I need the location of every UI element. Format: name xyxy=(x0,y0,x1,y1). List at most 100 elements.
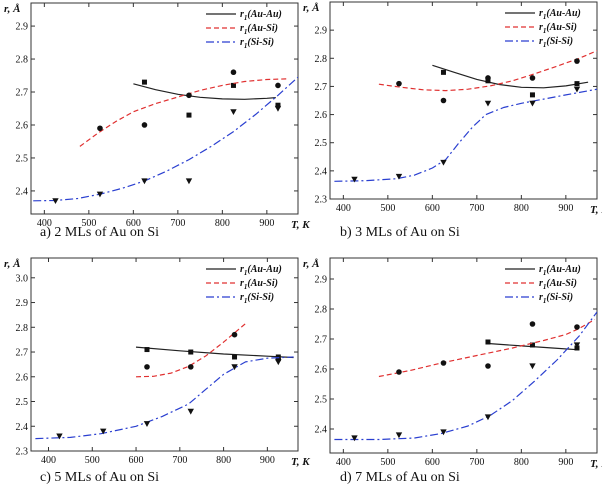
y-tick-label: 2.5 xyxy=(315,395,328,406)
y-tick-label: 2.4 xyxy=(16,186,29,197)
data-point xyxy=(144,364,150,370)
y-axis-label: r, Å xyxy=(303,258,320,270)
panel-3: 400 500 600 700 800 900 2.3 2.4 2.5 2.6 2.7 2.8 2.9 3… xyxy=(4,257,310,485)
series-line xyxy=(135,346,294,359)
x-tick-label: 600 xyxy=(129,455,144,466)
panel-1: 400 500 600 700 800 900 2.4 2.5 2.6 2.7 2.8 2.9 r, Å… xyxy=(4,2,310,240)
data-point xyxy=(100,428,107,435)
legend-entry: r1(Au-Au) xyxy=(240,9,282,22)
data-point xyxy=(440,97,447,104)
series-3 xyxy=(33,76,298,205)
data-point xyxy=(186,112,192,118)
y-tick-label: 2.7 xyxy=(16,88,29,99)
x-tick-label: 700 xyxy=(170,218,185,229)
x-axis-label: T, K xyxy=(590,204,602,216)
x-tick-label: 400 xyxy=(336,457,351,468)
legend-entry: r1(Si-Si) xyxy=(240,37,274,50)
data-point xyxy=(485,363,491,369)
y-tick-label: 2.8 xyxy=(16,55,29,66)
series-3 xyxy=(35,356,294,440)
legend-entry: r1(Si-Si) xyxy=(539,36,573,49)
legend-entry: r1(Au-Si) xyxy=(240,278,278,291)
panel-caption: d) 7 MLs of Au on Si xyxy=(340,470,460,485)
legend-entry: r1(Au-Au) xyxy=(240,264,282,277)
plot-frame xyxy=(329,257,598,454)
x-tick-label: 500 xyxy=(380,457,395,468)
data-point xyxy=(529,321,536,327)
data-point xyxy=(274,105,282,112)
panel-caption: c) 5 MLs of Au on Si xyxy=(40,470,159,485)
data-point xyxy=(141,122,148,128)
y-tick-label: 2.6 xyxy=(16,372,29,383)
data-point xyxy=(230,82,236,88)
y-tick-label: 2.7 xyxy=(315,82,328,93)
y-tick-label: 2.9 xyxy=(16,298,29,309)
legend-entry: r1(Au-Si) xyxy=(539,22,577,35)
y-tick-label: 2.8 xyxy=(315,305,328,316)
data-point xyxy=(485,339,491,345)
data-point xyxy=(141,79,147,85)
x-tick-label: 900 xyxy=(259,218,274,229)
data-point xyxy=(573,86,581,93)
x-tick-label: 800 xyxy=(514,457,529,468)
x-tick-label: 600 xyxy=(126,218,141,229)
series-line xyxy=(487,342,580,351)
y-tick-label: 2.9 xyxy=(315,26,328,37)
panel-2: 400 500 600 700 800 900 2.3 2.4 2.5 2.6 2.7 2.8 2.9 r… xyxy=(303,1,602,240)
y-tick-label: 2.6 xyxy=(315,365,328,376)
series-2 xyxy=(378,50,597,104)
x-tick-label: 400 xyxy=(41,455,56,466)
y-axis-label: r, Å xyxy=(4,3,21,15)
data-point xyxy=(351,176,358,183)
data-point xyxy=(440,69,446,75)
x-tick-label: 900 xyxy=(558,203,573,214)
y-tick-label: 2.4 xyxy=(315,166,328,177)
data-point xyxy=(395,173,403,180)
y-tick-label: 2.7 xyxy=(315,335,328,346)
series-2 xyxy=(79,69,290,147)
panel-4: 400 500 600 700 800 900 2.4 2.5 2.6 2.7 2.8 2.9 r, Å… xyxy=(303,257,602,485)
x-tick-label: 800 xyxy=(514,203,529,214)
x-tick-label: 600 xyxy=(425,457,440,468)
legend-entry: r1(Au-Au) xyxy=(539,8,581,21)
legend-entry: r1(Si-Si) xyxy=(240,292,274,305)
plot-frame xyxy=(329,1,598,200)
data-point xyxy=(440,159,447,166)
plot-frame xyxy=(30,257,299,452)
data-point xyxy=(529,75,536,81)
data-point xyxy=(232,354,238,360)
series-1 xyxy=(133,79,281,118)
y-axis-label: r, Å xyxy=(303,2,320,14)
legend-entry: r1(Au-Au) xyxy=(539,264,581,277)
series-1 xyxy=(135,346,294,360)
series-3 xyxy=(334,86,597,183)
x-tick-label: 800 xyxy=(215,218,230,229)
series-line xyxy=(378,318,596,378)
y-tick-label: 2.8 xyxy=(16,323,29,334)
series-2 xyxy=(135,323,282,378)
data-point xyxy=(529,363,536,370)
series-line xyxy=(334,88,597,182)
data-point xyxy=(484,100,492,107)
data-point xyxy=(574,81,580,87)
data-point xyxy=(230,109,237,115)
series-line xyxy=(35,356,294,440)
data-point xyxy=(573,342,581,349)
y-tick-label: 2.9 xyxy=(16,22,29,33)
x-tick-label: 800 xyxy=(216,455,231,466)
data-point xyxy=(395,432,403,439)
series-line xyxy=(334,311,597,441)
panel-caption: a) 2 MLs of Au on Si xyxy=(40,225,159,240)
series-line xyxy=(432,64,589,89)
x-tick-label: 500 xyxy=(85,455,100,466)
y-tick-label: 2.7 xyxy=(16,348,29,359)
x-tick-label: 500 xyxy=(380,203,395,214)
data-point xyxy=(351,435,358,442)
data-point xyxy=(96,191,104,198)
x-tick-label: 400 xyxy=(37,218,52,229)
data-point xyxy=(141,178,148,185)
data-point xyxy=(56,433,63,440)
y-tick-label: 2.8 xyxy=(315,54,328,65)
data-point xyxy=(143,421,151,427)
legend-entry: r1(Si-Si) xyxy=(539,292,573,305)
